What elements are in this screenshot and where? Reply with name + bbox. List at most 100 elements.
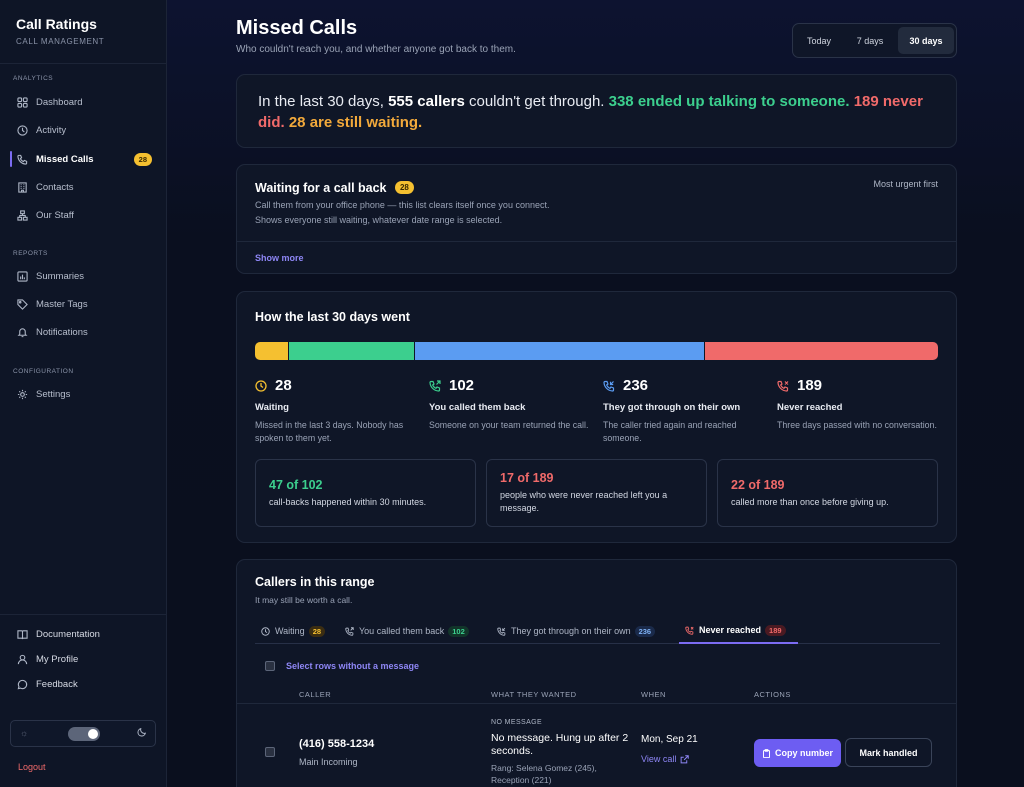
- view-call-label: View call: [641, 754, 677, 764]
- tab-got-through[interactable]: They got through on their own 236: [491, 618, 661, 644]
- column-header-caller: CALLER: [299, 690, 332, 699]
- stat-never-reached: 189 Never reached Three days passed with…: [777, 377, 937, 432]
- summary-talked: 338 ended up talking to someone.: [608, 93, 850, 110]
- tab-called-back[interactable]: You called them back 102: [339, 618, 475, 644]
- tab-label: Never reached: [699, 625, 762, 635]
- section-label-analytics: ANALYTICS: [13, 75, 54, 82]
- user-icon: [16, 654, 28, 665]
- stat-title: You called them back: [429, 402, 526, 413]
- breakdown-bar: [255, 342, 938, 360]
- book-icon: [16, 629, 28, 640]
- waiting-card-header: Waiting for a call back 28: [255, 179, 414, 197]
- waiting-count-badge: 28: [394, 181, 414, 195]
- sidebar-item-label: Settings: [36, 388, 71, 400]
- grid-icon: [16, 96, 28, 108]
- sidebar-item-label: Missed Calls: [36, 153, 94, 165]
- call-summary: No message. Hung up after 2 seconds.: [491, 732, 629, 757]
- tab-count: 102: [448, 625, 469, 637]
- copy-number-button[interactable]: Copy number: [754, 739, 841, 767]
- callers-card: Callers in this range It may still be wo…: [236, 559, 957, 787]
- copy-number-label: Copy number: [774, 748, 833, 758]
- sidebar-item-my-profile[interactable]: My Profile: [0, 649, 78, 669]
- sidebar-item-missed-calls[interactable]: Missed Calls 28: [0, 148, 166, 170]
- phone-missed-icon: [685, 626, 695, 635]
- callers-title: Callers in this range: [255, 575, 375, 589]
- tab-waiting[interactable]: Waiting 28: [255, 618, 331, 644]
- sidebar-item-settings[interactable]: Settings: [0, 383, 166, 405]
- theme-toggle[interactable]: [68, 727, 100, 741]
- summary-waiting: 28 are still waiting.: [288, 114, 423, 131]
- sidebar-item-our-staff[interactable]: Our Staff: [0, 204, 166, 226]
- range-30-days[interactable]: 30 days: [898, 27, 954, 54]
- tab-label: They got through on their own: [511, 626, 631, 636]
- show-more-link[interactable]: Show more: [255, 253, 304, 263]
- sidebar-item-contacts[interactable]: Contacts: [0, 176, 166, 198]
- mark-handled-button[interactable]: Mark handled: [845, 738, 932, 767]
- summary-part-1: In the last 30 days,: [258, 93, 389, 110]
- waiting-card-title: Waiting for a call back: [255, 181, 387, 195]
- summary-card: In the last 30 days, 555 callers couldn'…: [236, 74, 957, 148]
- bar-segment-waiting: [255, 342, 290, 360]
- column-header-what-they-wanted: WHAT THEY WANTED: [491, 690, 577, 699]
- sidebar-item-summaries[interactable]: Summaries: [0, 265, 166, 287]
- view-call-link[interactable]: View call: [641, 754, 690, 764]
- logout-link[interactable]: Logout: [18, 762, 46, 772]
- sidebar-item-dashboard[interactable]: Dashboard: [0, 91, 166, 113]
- stat-title: Waiting: [255, 402, 289, 413]
- sidebar-item-feedback[interactable]: Feedback: [0, 674, 78, 694]
- stat-got-through: 236 They got through on their own The ca…: [603, 377, 763, 444]
- sidebar-item-master-tags[interactable]: Master Tags: [0, 293, 166, 315]
- theme-switcher: ☼: [10, 720, 156, 747]
- phone-outgoing-icon: [345, 626, 355, 636]
- call-date: Mon, Sep 21: [641, 734, 698, 745]
- brand-subtitle: CALL MANAGEMENT: [16, 37, 105, 46]
- sidebar-item-activity[interactable]: Activity: [0, 119, 166, 141]
- summary-text: In the last 30 days, 555 callers couldn'…: [258, 91, 938, 133]
- tab-never-reached[interactable]: Never reached 189: [679, 618, 798, 644]
- row-checkbox[interactable]: [265, 747, 275, 757]
- breakdown-title: How the last 30 days went: [255, 310, 410, 324]
- phone-incoming-icon: [497, 627, 507, 636]
- stat-number: 28: [275, 377, 292, 394]
- stat-description: The caller tried again and reached someo…: [603, 420, 737, 443]
- insight-number: 22 of 189: [731, 478, 785, 492]
- breakdown-card: How the last 30 days went 28 Waiting Mis…: [236, 291, 957, 543]
- waiting-line-1: Call them from your office phone — this …: [255, 200, 550, 210]
- stat-description: Missed in the last 3 days. Nobody has sp…: [255, 420, 404, 443]
- range-7-days[interactable]: 7 days: [856, 35, 884, 46]
- sidebar-item-label: Our Staff: [36, 209, 74, 221]
- tab-label: You called them back: [359, 626, 445, 636]
- sidebar-item-documentation[interactable]: Documentation: [0, 624, 100, 644]
- brand-title: Call Ratings: [16, 16, 97, 32]
- sidebar-item-label: Feedback: [36, 678, 78, 690]
- stat-number: 102: [449, 377, 475, 394]
- caller-line: Main Incoming: [299, 757, 358, 767]
- main-content: Missed Calls Who couldn't reach you, and…: [167, 0, 1024, 787]
- missed-calls-badge: 28: [133, 152, 152, 166]
- bar-segment-they-got-through-on-their-own: [414, 342, 706, 360]
- sidebar: Call Ratings CALL MANAGEMENT ANALYTICS D…: [0, 0, 167, 787]
- insight-card-callbacks: 47 of 102 call-backs happened within 30 …: [255, 459, 476, 527]
- select-no-message-link[interactable]: Select rows without a message: [286, 661, 420, 671]
- bar-segment-never-reached: [705, 342, 938, 360]
- tag-icon: [16, 298, 28, 310]
- tab-count: 189: [765, 624, 786, 636]
- insight-number: 17 of 189: [500, 471, 554, 485]
- stat-title: They got through on their own: [603, 402, 741, 413]
- select-no-message-checkbox[interactable]: [265, 661, 275, 671]
- brand: Call Ratings CALL MANAGEMENT: [0, 0, 166, 64]
- insight-card-repeat-callers: 22 of 189 called more than once before g…: [717, 459, 938, 527]
- section-label-configuration: CONFIGURATION: [13, 368, 74, 375]
- stat-waiting: 28 Waiting Missed in the last 3 days. No…: [255, 377, 415, 444]
- range-today[interactable]: Today: [806, 35, 832, 46]
- clock-icon: [261, 626, 271, 636]
- phone-outgoing-icon: [429, 379, 443, 392]
- insight-number: 47 of 102: [269, 478, 323, 492]
- rang-info: Rang: Selena Gomez (245), Reception (221…: [491, 763, 597, 785]
- insight-description: people who were never reached left you a…: [500, 490, 668, 513]
- chart-icon: [16, 270, 28, 282]
- sidebar-item-label: Contacts: [36, 181, 74, 193]
- sidebar-item-notifications[interactable]: Notifications: [0, 321, 166, 343]
- sort-selector[interactable]: Most urgent first: [873, 179, 938, 189]
- sidebar-item-label: Documentation: [36, 628, 100, 640]
